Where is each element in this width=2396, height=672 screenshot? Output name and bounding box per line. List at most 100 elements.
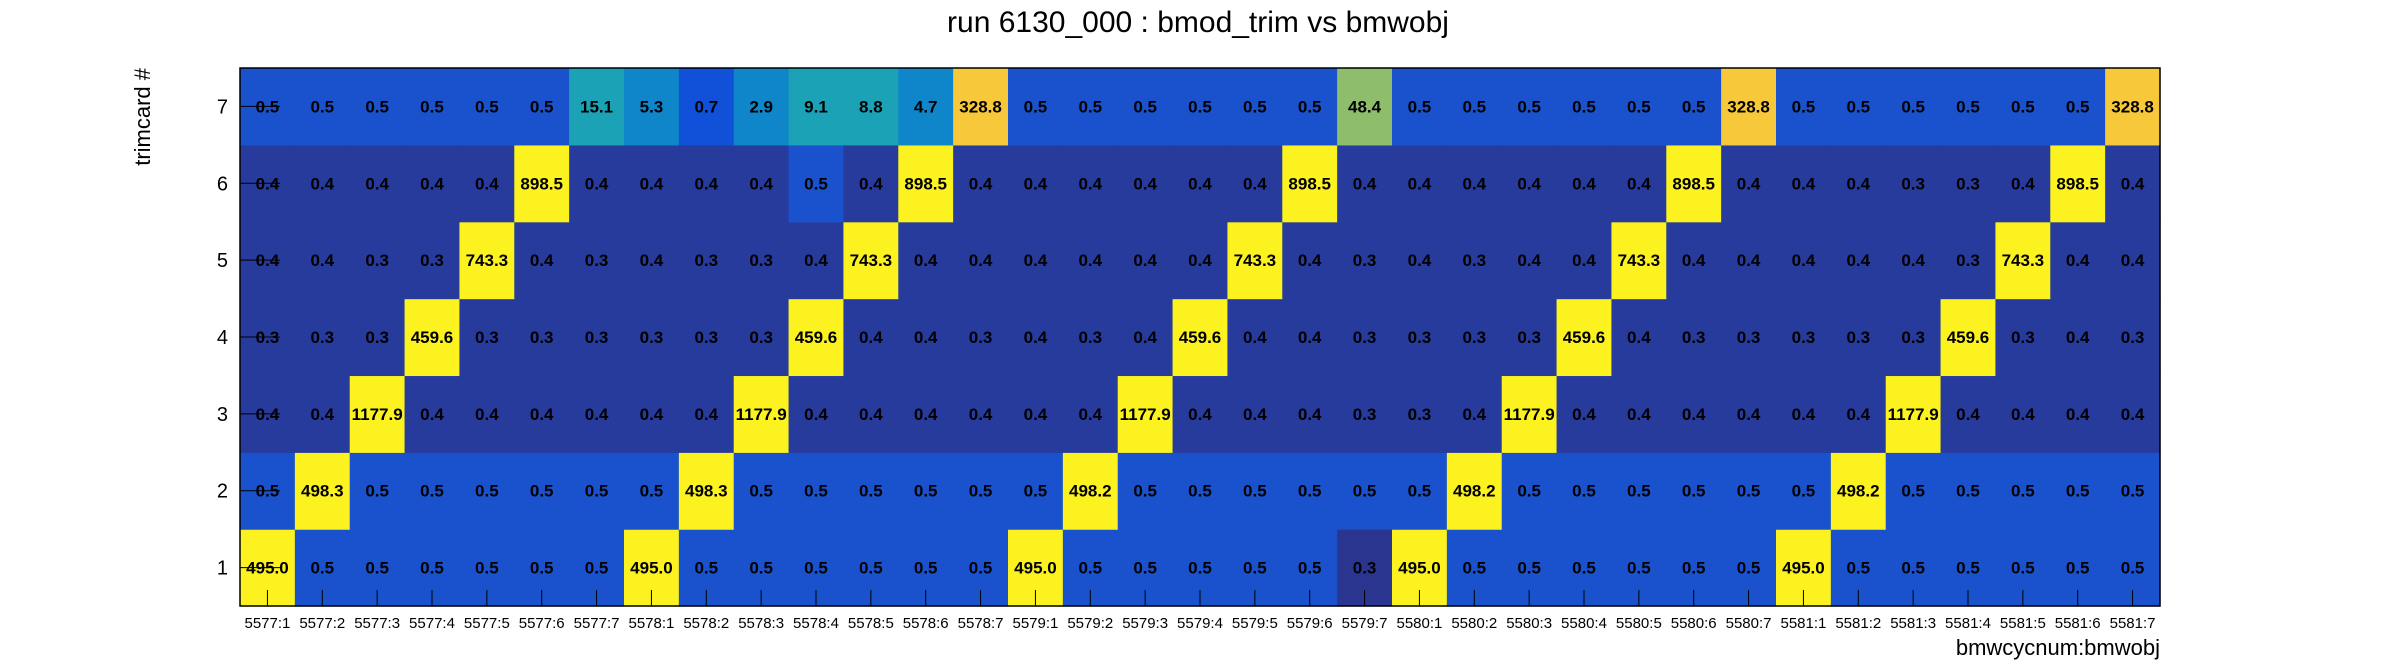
- heatmap-cell: [294, 68, 351, 146]
- x-tick-label: 5578:6: [903, 615, 949, 632]
- heatmap-cell: [1227, 68, 1283, 146]
- cell-value-label: 0.4: [1792, 174, 1816, 193]
- cell-value-label: 0.5: [859, 559, 883, 578]
- cell-value-label: 0.5: [2066, 482, 2090, 501]
- cell-value-label: 1177.9: [352, 405, 403, 424]
- x-tick-label: 5578:2: [683, 615, 729, 632]
- cell-value-label: 0.5: [1572, 482, 1596, 501]
- heatmap-cell: [294, 221, 351, 300]
- cell-value-label: 0.3: [1956, 251, 1980, 270]
- cell-value-label: 0.4: [1078, 251, 1102, 270]
- cell-value-label: 0.5: [1188, 559, 1212, 578]
- cell-value-label: 0.4: [640, 405, 664, 424]
- cell-value-label: 0.3: [2121, 328, 2145, 347]
- heatmap-cell: [953, 221, 1009, 300]
- heatmap-cell: [569, 452, 625, 530]
- cell-value-label: 0.5: [1846, 559, 1870, 578]
- cell-value-label: 0.3: [585, 251, 609, 270]
- x-tick-label: 5580:4: [1561, 615, 1607, 632]
- heatmap-cell: [1008, 375, 1064, 453]
- heatmap-cell: [953, 375, 1009, 453]
- heatmap-cell: [294, 452, 351, 530]
- heatmap-cell: [2050, 144, 2106, 223]
- cell-value-label: 0.5: [914, 559, 938, 578]
- cell-value-label: 0.5: [1462, 559, 1486, 578]
- heatmap-cell: [514, 298, 570, 377]
- cell-value-label: 0.4: [365, 174, 389, 193]
- heatmap-cell: [1117, 144, 1174, 223]
- x-tick-label: 5577:1: [244, 615, 290, 632]
- cell-value-label: 0.4: [969, 251, 993, 270]
- cell-value-label: 0.5: [420, 97, 444, 116]
- heatmap-cell: [1885, 221, 1942, 300]
- cell-value-label: 0.3: [1353, 559, 1377, 578]
- cell-value-label: 0.4: [1024, 174, 1048, 193]
- heatmap-cell: [1446, 221, 1503, 300]
- heatmap-cell: [898, 144, 954, 223]
- cell-value-label: 0.4: [969, 174, 993, 193]
- heatmap-cell: [1666, 298, 1722, 377]
- cell-value-label: 0.5: [1078, 559, 1102, 578]
- cell-value-label: 0.4: [2011, 405, 2035, 424]
- x-tick-label: 5577:6: [519, 615, 565, 632]
- cell-value-label: 0.5: [694, 559, 718, 578]
- cell-value-label: 0.5: [1133, 559, 1157, 578]
- heatmap-cell: [843, 221, 899, 300]
- heatmap-cell: [1721, 452, 1777, 530]
- cell-value-label: 0.5: [1462, 97, 1486, 116]
- cell-value-label: 0.5: [804, 482, 828, 501]
- heatmap-cell: [2105, 221, 2161, 300]
- cell-value-label: 459.6: [1179, 328, 1222, 347]
- cell-value-label: 0.4: [1078, 405, 1102, 424]
- cell-value-label: 0.4: [859, 174, 883, 193]
- cell-value-label: 0.3: [1956, 174, 1980, 193]
- heatmap-cell: [1282, 144, 1338, 223]
- heatmap-cell: [624, 452, 680, 530]
- heatmap-cell: [1062, 298, 1119, 377]
- cell-value-label: 0.4: [1792, 251, 1816, 270]
- heatmap-cell: [1556, 68, 1613, 146]
- heatmap-cell: [1666, 68, 1722, 146]
- cell-value-label: 0.4: [914, 405, 938, 424]
- cell-value-label: 0.3: [1078, 328, 1102, 347]
- cell-value-label: 0.5: [1901, 482, 1925, 501]
- cell-value-label: 0.4: [530, 405, 554, 424]
- cell-value-label: 0.4: [1298, 251, 1322, 270]
- cell-value-label: 898.5: [1288, 174, 1331, 193]
- cell-value-label: 328.8: [959, 97, 1002, 116]
- heatmap-cell: [1556, 298, 1613, 377]
- cell-value-label: 0.5: [1298, 97, 1322, 116]
- heatmap-cell: [1337, 375, 1393, 453]
- heatmap-cell: [1446, 298, 1503, 377]
- cell-value-label: 0.3: [1901, 328, 1925, 347]
- x-tick-label: 5579:6: [1287, 615, 1333, 632]
- cell-value-label: 1177.9: [1888, 405, 1939, 424]
- cell-value-label: 0.3: [1737, 328, 1761, 347]
- heatmap-cell: [788, 375, 845, 453]
- cell-value-label: 328.8: [2111, 97, 2154, 116]
- heatmap-cell: [788, 68, 845, 146]
- heatmap-cell: [514, 144, 570, 223]
- heatmap-cell: [678, 221, 735, 300]
- heatmap-cell: [1995, 144, 2051, 223]
- chart-title: run 6130_000 : bmod_trim vs bmwobj: [947, 6, 1449, 39]
- cell-value-label: 0.5: [969, 482, 993, 501]
- heatmap-cell: [404, 221, 461, 300]
- heatmap-cell: [1830, 221, 1887, 300]
- heatmap-cell: [1392, 298, 1448, 377]
- cell-value-label: 0.3: [1353, 405, 1377, 424]
- heatmap-cell: [624, 298, 680, 377]
- heatmap-cell: [1392, 452, 1448, 530]
- cell-value-label: 0.5: [585, 559, 609, 578]
- cell-value-label: 0.4: [585, 405, 609, 424]
- heatmap-cell: [1282, 298, 1338, 377]
- cell-value-label: 0.5: [1682, 559, 1706, 578]
- cell-value-label: 0.4: [2066, 251, 2090, 270]
- cell-value-label: 0.3: [1408, 328, 1432, 347]
- heatmap-cell: [1227, 452, 1283, 530]
- cell-value-label: 0.5: [914, 482, 938, 501]
- cell-value-label: 0.5: [475, 559, 499, 578]
- heatmap-cell: [1501, 375, 1558, 453]
- cell-value-label: 498.3: [685, 482, 728, 501]
- heatmap-cell: [404, 298, 461, 377]
